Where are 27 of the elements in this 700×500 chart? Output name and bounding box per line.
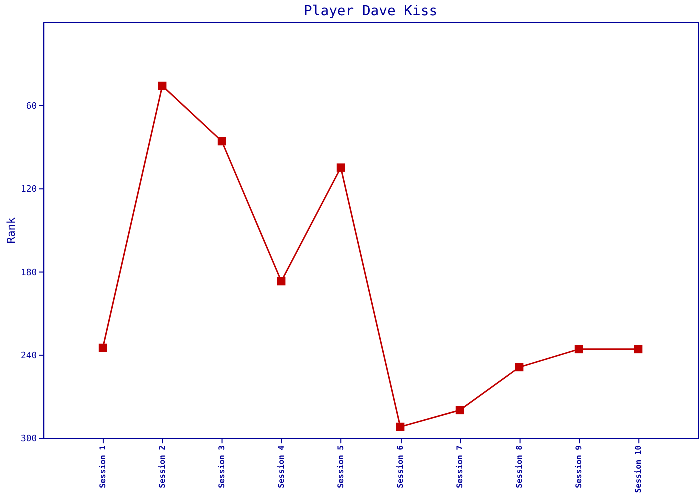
x-tick-label: Session 5 xyxy=(336,445,346,488)
x-tick-label: Session 2 xyxy=(158,445,168,488)
y-tick-label: 180 xyxy=(21,268,38,278)
y-tick-label: 120 xyxy=(21,185,38,196)
point xyxy=(277,277,286,286)
x-tick-label: Session 7 xyxy=(456,445,465,488)
point xyxy=(634,345,643,354)
point xyxy=(336,164,346,172)
point xyxy=(574,345,584,354)
point xyxy=(515,363,524,372)
x-tick-label: Session 3 xyxy=(218,445,227,488)
point xyxy=(218,137,226,146)
x-tick-label: Session 9 xyxy=(574,445,584,488)
y-tick-label: 240 xyxy=(21,351,38,362)
x-tick-label: Session 8 xyxy=(515,445,524,488)
x-tick-label: Session 1 xyxy=(98,445,108,488)
y-tick-label: 300 xyxy=(21,434,38,445)
point xyxy=(456,406,464,415)
x-tick-label: Session 10 xyxy=(634,445,643,494)
y-axis-title: Rank xyxy=(5,217,18,244)
point xyxy=(98,344,108,352)
x-tick-label: Session 6 xyxy=(396,445,406,488)
point xyxy=(158,82,167,90)
point xyxy=(396,422,405,432)
y-tick-label: 60 xyxy=(26,102,38,112)
x-tick-label: Session 4 xyxy=(277,445,286,488)
chart-title: Player Dave Kiss xyxy=(304,3,438,20)
